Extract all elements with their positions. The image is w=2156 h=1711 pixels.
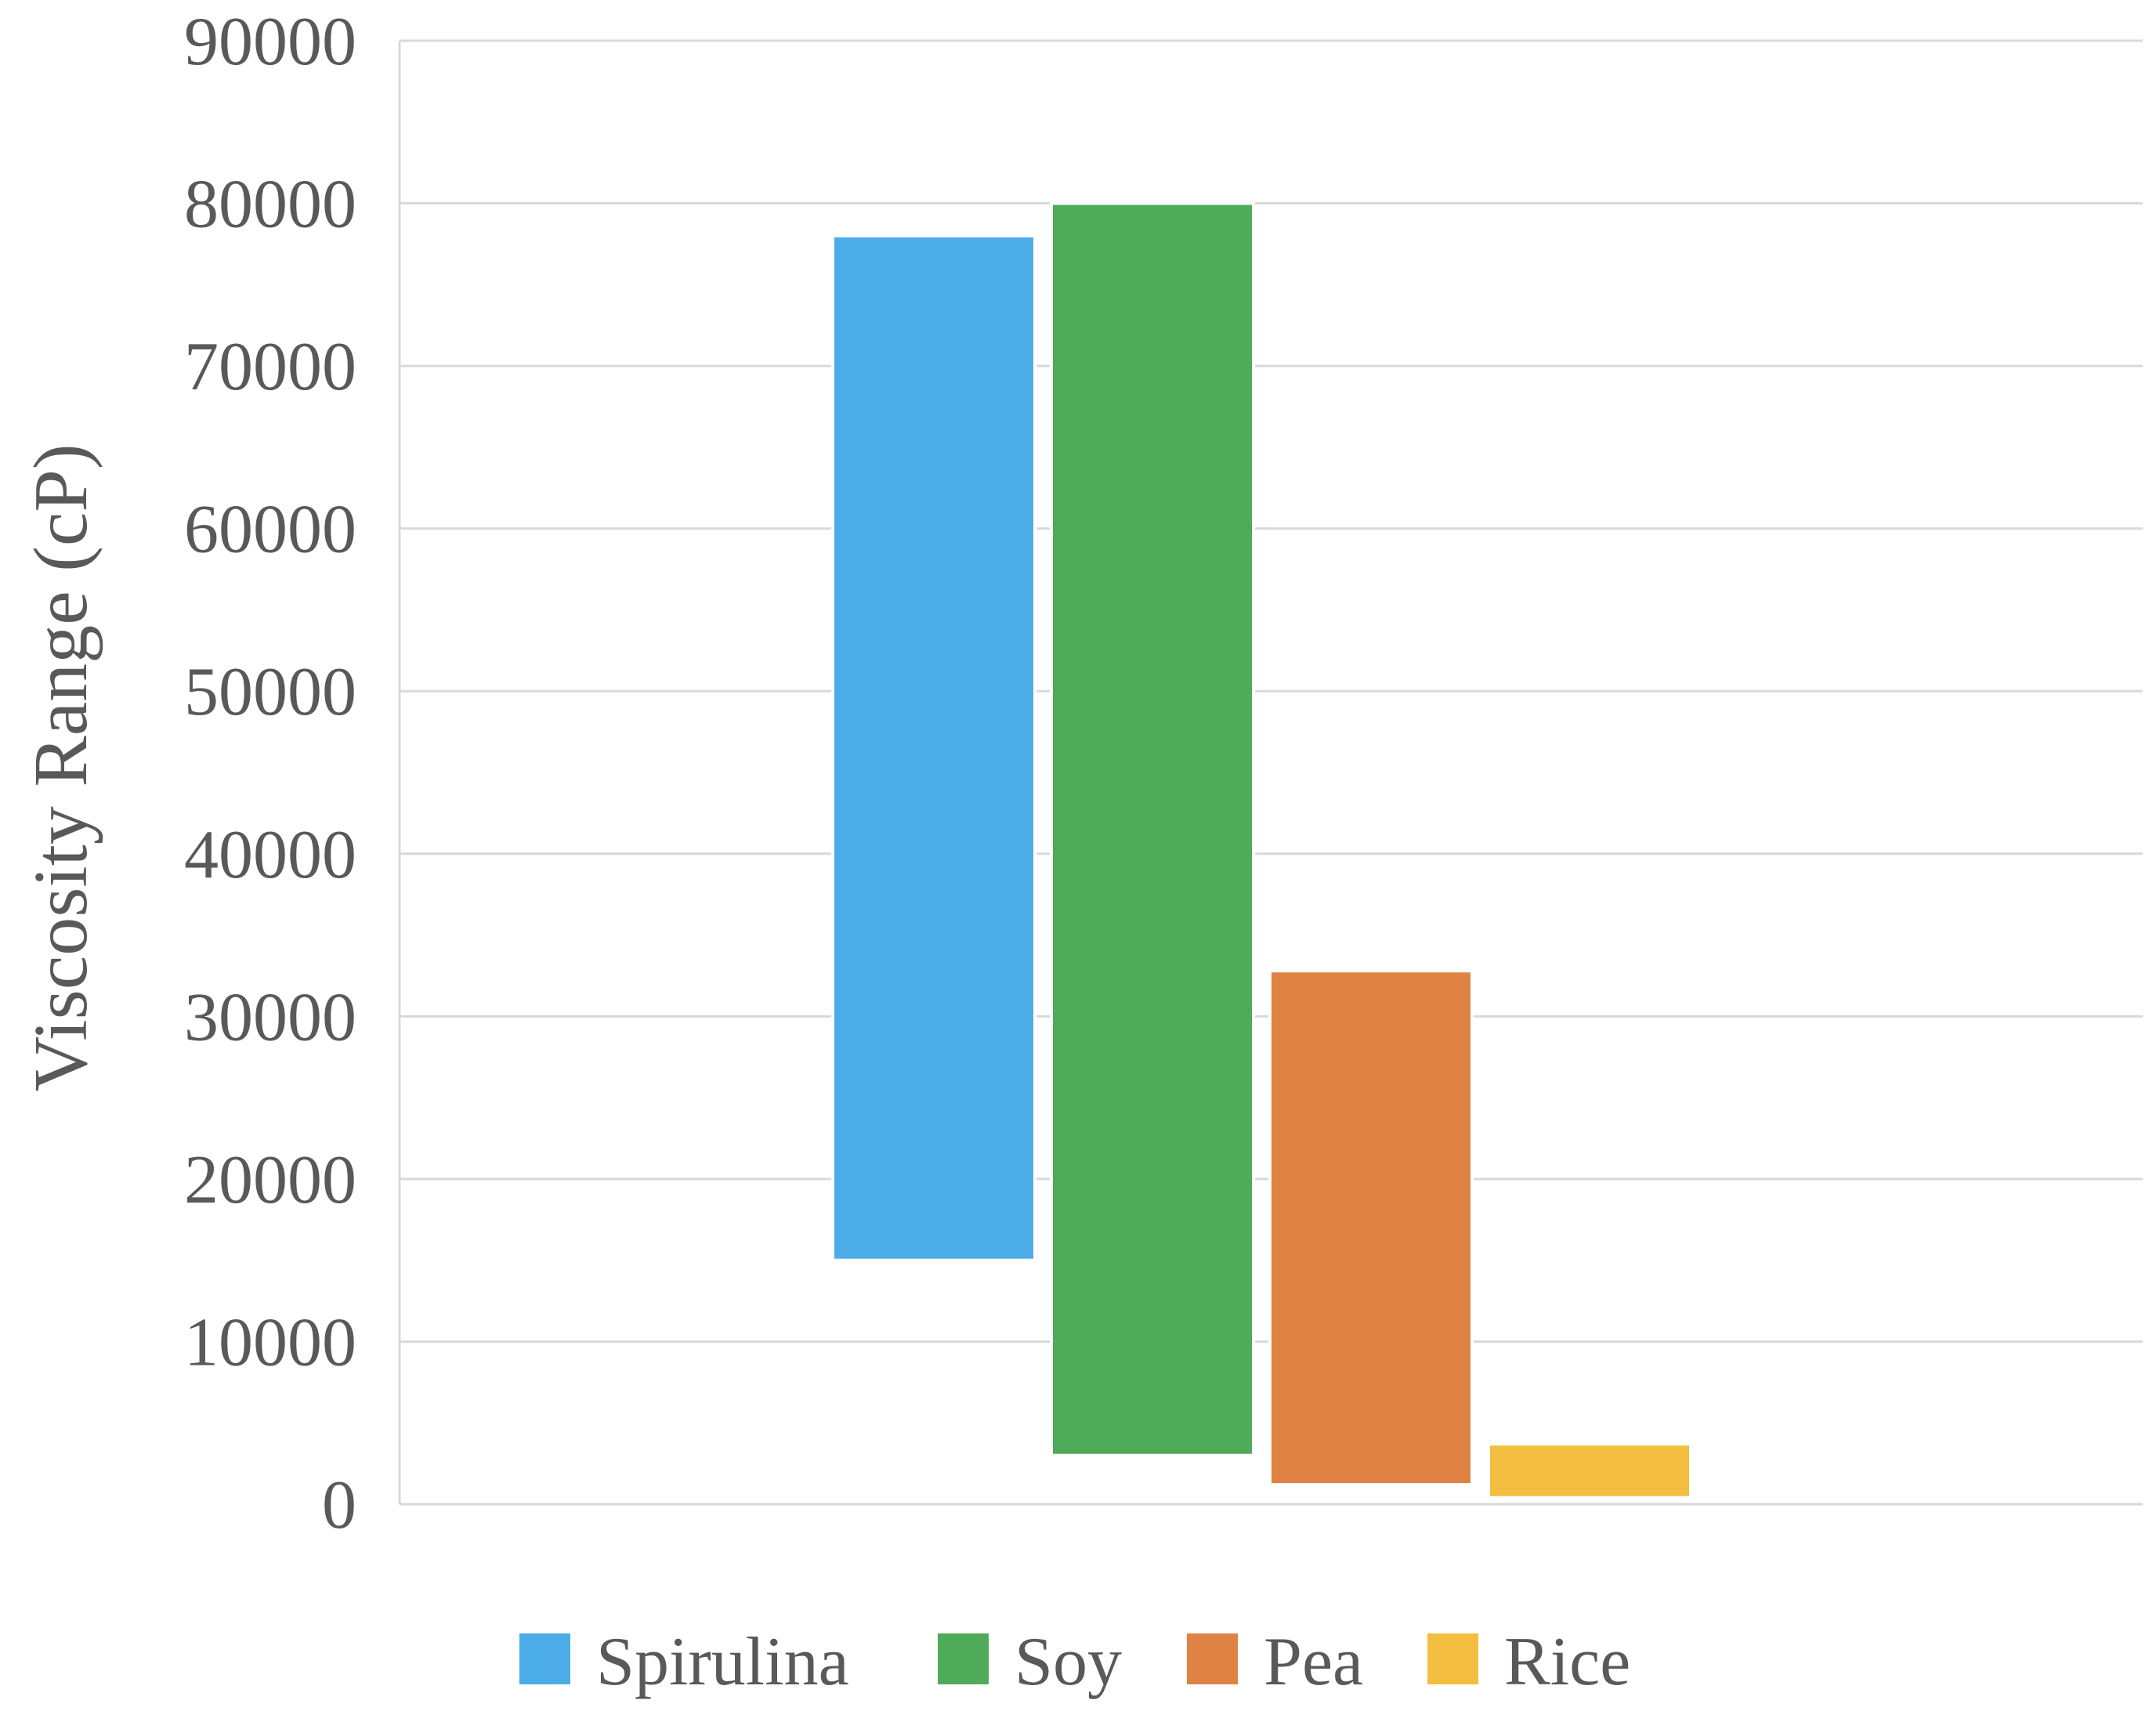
y-axis-title: Viscosity Range (cP): [19, 444, 103, 1092]
legend-swatch-soy: [938, 1633, 989, 1684]
legend-swatch-rice: [1427, 1633, 1478, 1684]
y-tick-label: 30000: [184, 979, 356, 1055]
y-tick-label: 80000: [184, 167, 356, 243]
bar-spirulina: [831, 234, 1036, 1262]
legend-label-pea: Pea: [1264, 1624, 1363, 1700]
legend-label-rice: Rice: [1504, 1624, 1630, 1700]
legend-swatch-pea: [1187, 1633, 1238, 1684]
y-tick-label: 10000: [184, 1304, 356, 1380]
bar-soy: [1050, 201, 1255, 1457]
bar-rice: [1487, 1442, 1692, 1499]
legend-label-spirulina: Spirulina: [596, 1624, 849, 1700]
y-tick-label: 0: [322, 1467, 356, 1543]
bar-pea: [1268, 969, 1474, 1487]
gridlines: [398, 39, 2143, 1506]
y-tick-label: 50000: [184, 654, 356, 730]
bars: [831, 201, 1692, 1499]
legend-label-soy: Soy: [1015, 1624, 1122, 1700]
y-tick-label: 60000: [184, 492, 356, 568]
y-tick-label: 70000: [184, 329, 356, 405]
y-tick-label: 90000: [184, 4, 356, 80]
y-axis-ticks: 0 10000 20000 30000 40000 50000 60000 70000 8000…: [184, 4, 356, 1543]
y-tick-label: 40000: [184, 817, 356, 893]
y-tick-label: 20000: [184, 1142, 356, 1218]
legend: Spirulina Soy Pea Rice: [519, 1624, 1630, 1700]
legend-swatch-spirulina: [519, 1633, 570, 1684]
